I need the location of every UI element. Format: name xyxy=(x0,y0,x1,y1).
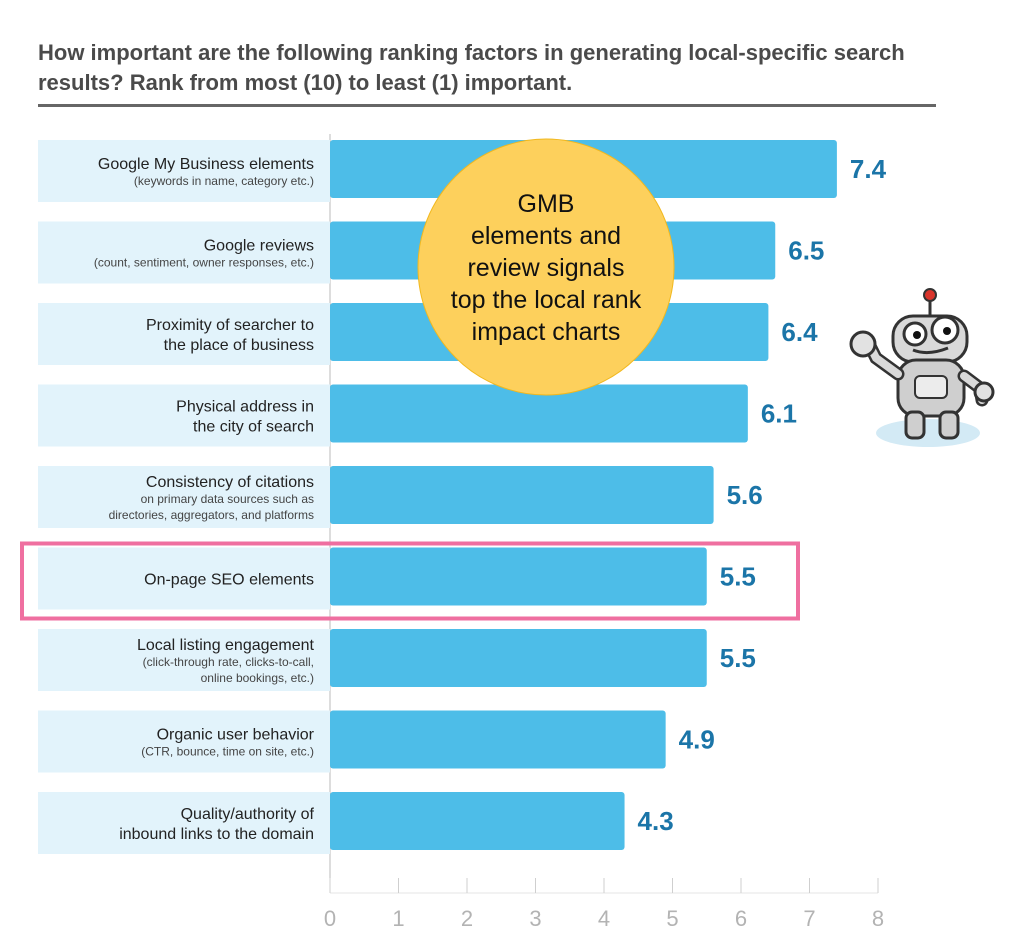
callout-bubble: GMB elements and review signals top the loc… xyxy=(417,138,675,396)
category-label: directories, aggregators, and platforms xyxy=(109,508,314,522)
category-label: On-page SEO elements xyxy=(144,572,314,589)
bar xyxy=(330,710,666,769)
bar xyxy=(330,547,707,606)
category-label: Proximity of searcher to xyxy=(146,317,314,334)
x-tick-label: 3 xyxy=(529,906,541,931)
label-layer: Google My Business elements(keywords in … xyxy=(38,140,330,854)
x-tick-label: 4 xyxy=(598,906,610,931)
category-label: Local listing engagement xyxy=(137,637,315,654)
chart-title: How important are the following ranking … xyxy=(38,40,905,95)
bar xyxy=(330,384,748,443)
category-label: (click-through rate, clicks-to-call, xyxy=(143,655,314,669)
x-tick-label: 5 xyxy=(666,906,678,931)
bar xyxy=(330,629,707,687)
category-label: (count, sentiment, owner responses, etc.… xyxy=(94,256,314,270)
highlight-box xyxy=(20,541,800,621)
callout-line: top the local rank xyxy=(451,286,642,314)
category-label-bg xyxy=(38,547,330,610)
category-label-bg xyxy=(38,140,330,202)
bar xyxy=(330,792,625,850)
robot-mascot-icon xyxy=(849,288,995,447)
category-label: Quality/authority of xyxy=(181,806,315,823)
callout-line: elements and xyxy=(471,222,621,250)
x-tick-label: 7 xyxy=(803,906,815,931)
category-label: the city of search xyxy=(193,419,314,436)
category-label-bg xyxy=(38,710,330,773)
callout-circle xyxy=(417,138,675,396)
bar-value-label: 4.3 xyxy=(638,806,674,836)
category-label: inbound links to the domain xyxy=(119,826,314,843)
category-label-bg xyxy=(38,466,330,528)
bar xyxy=(330,466,714,524)
bar-value-label: 5.5 xyxy=(720,643,756,673)
title-divider xyxy=(38,104,936,107)
bar-value-label: 6.4 xyxy=(781,317,818,347)
category-label-bg xyxy=(38,384,330,447)
category-label: the place of business xyxy=(164,337,314,354)
category-label-bg xyxy=(38,221,330,284)
category-label-bg xyxy=(38,303,330,365)
callout-line: impact charts xyxy=(472,318,621,346)
category-label: Organic user behavior xyxy=(157,727,315,744)
x-tick-label: 6 xyxy=(735,906,747,931)
callout-line: review signals xyxy=(467,254,624,282)
x-tick-label: 2 xyxy=(461,906,473,931)
category-label: on primary data sources such as xyxy=(141,492,314,506)
x-tick-label: 8 xyxy=(872,906,884,931)
category-label: online bookings, etc.) xyxy=(201,671,314,685)
tick-layer: 0 1 2 3 4 5 6 7 8 xyxy=(324,878,884,931)
bar-value-label: 5.6 xyxy=(727,480,763,510)
bar-value-label: 7.4 xyxy=(850,154,887,184)
x-tick-label: 1 xyxy=(392,906,404,931)
callout-line: GMB xyxy=(518,190,575,218)
category-label: (keywords in name, category etc.) xyxy=(134,174,314,188)
bar-value-label: 6.5 xyxy=(788,236,824,266)
category-label: Google My Business elements xyxy=(98,156,314,173)
category-label: Consistency of citations xyxy=(146,474,314,491)
category-label-bg xyxy=(38,792,330,854)
x-tick-label: 0 xyxy=(324,906,336,931)
category-label-bg xyxy=(38,629,330,691)
bar-value-label: 5.5 xyxy=(720,562,756,592)
bar-value-label: 4.9 xyxy=(679,725,715,755)
category-label: Google reviews xyxy=(204,238,314,255)
category-label: Physical address in xyxy=(176,399,314,416)
category-label: (CTR, bounce, time on site, etc.) xyxy=(141,745,314,759)
bar-value-label: 6.1 xyxy=(761,399,797,429)
